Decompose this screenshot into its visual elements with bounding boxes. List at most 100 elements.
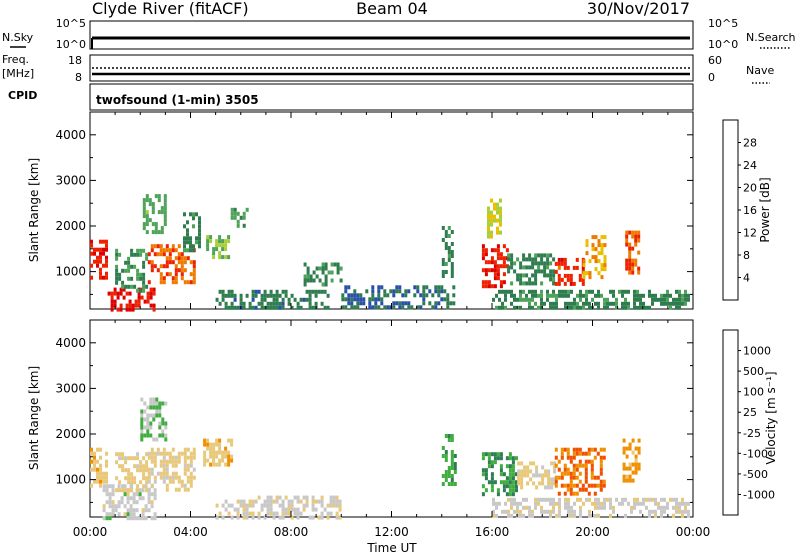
data-cell <box>499 284 503 289</box>
data-cell <box>257 301 261 306</box>
data-cell <box>441 446 445 450</box>
data-cell <box>245 293 249 298</box>
data-cell <box>628 262 632 267</box>
data-cell <box>490 248 494 253</box>
data-cell <box>230 211 234 216</box>
data-cell <box>663 509 666 514</box>
data-cell <box>374 301 378 306</box>
data-cell <box>118 456 122 461</box>
data-cell <box>248 511 252 516</box>
data-cell <box>516 509 519 514</box>
data-cell <box>321 282 325 287</box>
data-cell <box>278 301 282 306</box>
data-cell <box>162 276 166 281</box>
data-cell <box>566 455 570 460</box>
data-cell <box>136 252 140 257</box>
data-cell <box>575 257 579 262</box>
data-cell <box>634 462 638 467</box>
data-cell <box>303 282 307 287</box>
data-cell <box>147 260 151 265</box>
data-cell <box>145 230 149 235</box>
data-cell <box>221 454 225 459</box>
data-cell <box>513 497 516 502</box>
data-cell <box>526 473 530 478</box>
data-cell <box>534 273 538 278</box>
data-cell <box>248 499 252 504</box>
data-cell <box>450 478 454 482</box>
data-cell <box>303 278 307 283</box>
data-cell <box>684 505 687 510</box>
data-cell <box>102 504 106 509</box>
data-cell <box>380 297 384 302</box>
data-cell <box>543 265 547 270</box>
data-cell <box>168 252 172 257</box>
data-cell <box>496 456 500 461</box>
data-cell <box>117 500 121 505</box>
data-cell <box>560 257 564 262</box>
data-cell <box>198 216 201 221</box>
data-cell <box>192 280 196 285</box>
data-cell <box>543 509 546 514</box>
data-cell <box>444 246 448 250</box>
data-cell <box>499 280 503 285</box>
data-cell <box>162 475 166 480</box>
data-cell <box>158 405 162 410</box>
data-cell <box>171 280 175 285</box>
data-cell <box>160 206 164 211</box>
data-cell <box>99 255 102 260</box>
data-cell <box>245 207 249 212</box>
data-cell <box>177 256 181 261</box>
data-cell <box>441 482 445 486</box>
data-cell <box>684 293 687 298</box>
data-cell <box>570 289 573 294</box>
data-cell <box>122 287 126 292</box>
data-cell <box>96 475 99 480</box>
data-cell <box>453 462 457 466</box>
data-cell <box>281 515 285 520</box>
data-cell <box>137 295 141 300</box>
data-cell <box>395 285 399 290</box>
data-cell <box>164 421 168 426</box>
data-cell <box>637 450 641 455</box>
data-cell <box>508 488 512 493</box>
freq-label-line2: [MHz] <box>2 67 34 80</box>
data-cell <box>496 218 499 223</box>
data-cell <box>487 222 490 227</box>
data-cell <box>119 287 123 292</box>
data-cell <box>368 305 372 310</box>
data-cell <box>570 301 573 306</box>
data-cell <box>535 485 539 490</box>
data-cell <box>174 471 178 476</box>
data-cell <box>450 450 454 454</box>
data-cell <box>130 252 134 257</box>
data-cell <box>520 469 524 474</box>
data-cell <box>177 479 181 484</box>
data-cell <box>350 293 354 298</box>
data-cell <box>155 405 159 410</box>
data-cell <box>569 281 573 286</box>
data-cell <box>224 305 228 310</box>
data-cell <box>544 469 548 474</box>
data-cell <box>493 284 497 289</box>
data-cell <box>687 501 690 506</box>
nsearch-tick-top: 10^5 <box>708 17 738 30</box>
data-cell <box>126 496 130 501</box>
data-cell <box>566 447 570 452</box>
data-cell <box>599 447 603 452</box>
data-cell <box>585 293 588 298</box>
data-cell <box>493 202 496 207</box>
data-cell <box>508 456 512 461</box>
data-cell <box>224 301 228 306</box>
data-cell <box>141 496 145 501</box>
data-cell <box>311 499 315 504</box>
data-cell <box>177 487 181 492</box>
data-cell <box>615 497 618 502</box>
data-cell <box>573 297 576 302</box>
data-cell <box>660 301 663 306</box>
data-cell <box>251 511 255 516</box>
data-cell <box>102 263 105 268</box>
data-cell <box>398 305 402 310</box>
data-cell <box>136 268 140 273</box>
data-cell <box>192 212 195 217</box>
data-cell <box>251 293 255 298</box>
